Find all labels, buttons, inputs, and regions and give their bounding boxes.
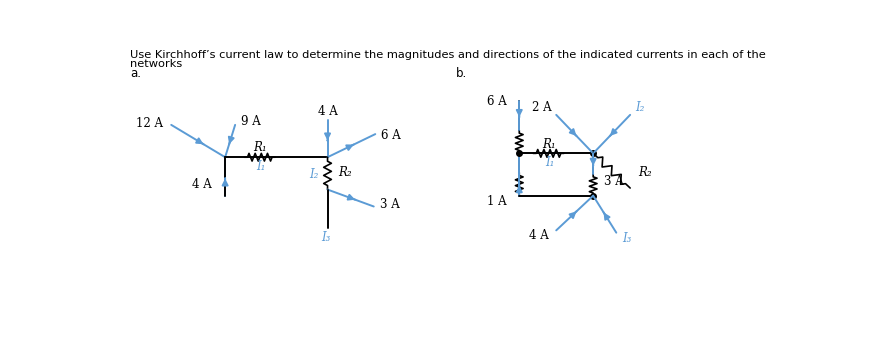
- Text: R₁: R₁: [542, 138, 555, 150]
- Text: 3 A: 3 A: [604, 175, 624, 188]
- Text: 4 A: 4 A: [191, 178, 211, 191]
- Text: I₃: I₃: [622, 232, 632, 245]
- Text: a.: a.: [131, 67, 142, 80]
- Text: R₁: R₁: [253, 142, 267, 154]
- Text: I₁: I₁: [256, 160, 266, 173]
- Text: 4 A: 4 A: [529, 229, 548, 242]
- Text: R₂: R₂: [638, 166, 651, 179]
- Text: networks: networks: [131, 59, 182, 69]
- Text: Use Kirchhoff’s current law to determine the magnitudes and directions of the in: Use Kirchhoff’s current law to determine…: [131, 50, 766, 60]
- Text: 6 A: 6 A: [382, 129, 401, 142]
- Text: I₂: I₂: [635, 101, 645, 114]
- Text: 12 A: 12 A: [136, 117, 163, 130]
- Text: R₂: R₂: [338, 166, 352, 179]
- Text: 2 A: 2 A: [532, 101, 552, 114]
- Text: b.: b.: [457, 67, 467, 80]
- Text: I₁: I₁: [546, 156, 554, 169]
- Text: 4 A: 4 A: [318, 104, 337, 118]
- Text: 9 A: 9 A: [240, 115, 260, 127]
- Text: 3 A: 3 A: [380, 199, 400, 211]
- Text: 1 A: 1 A: [488, 195, 507, 209]
- Text: I₃: I₃: [321, 231, 331, 244]
- Text: 6 A: 6 A: [487, 95, 507, 108]
- Text: I₂: I₂: [309, 168, 319, 181]
